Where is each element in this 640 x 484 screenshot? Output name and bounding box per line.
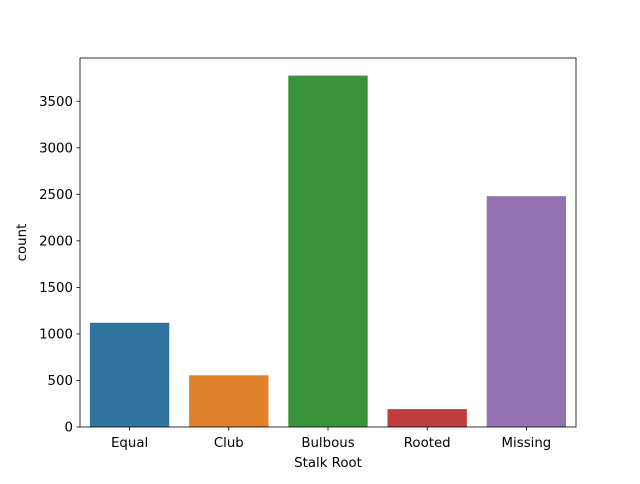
x-tick-label-club: Club (214, 436, 244, 451)
bar-bulbous (288, 75, 368, 427)
x-tick-label-bulbous: Bulbous (301, 436, 354, 451)
x-axis: Equal Club Bulbous Rooted Missing (111, 427, 551, 451)
x-tick-label-rooted: Rooted (404, 436, 451, 451)
bars-group (89, 75, 567, 427)
bar-missing (486, 196, 567, 427)
y-tick-label-500: 500 (48, 374, 73, 389)
y-tick-label-2000: 2000 (39, 234, 73, 249)
x-tick-label-missing: Missing (502, 436, 552, 451)
y-tick-label-1000: 1000 (39, 327, 73, 342)
y-tick-label-3000: 3000 (39, 141, 73, 156)
x-axis-label: Stalk Root (294, 456, 362, 471)
y-tick-label-0: 0 (65, 421, 73, 436)
y-tick-label-2500: 2500 (39, 188, 73, 203)
bar-club (189, 375, 269, 427)
y-tick-label-3500: 3500 (39, 95, 73, 110)
x-tick-label-equal: Equal (111, 436, 148, 451)
bar-rooted (387, 409, 467, 427)
bar-equal (89, 322, 170, 427)
plot-frame (79, 57, 577, 428)
y-axis-label: count (15, 224, 30, 262)
y-tick-label-1500: 1500 (39, 281, 73, 296)
y-axis: 0 500 1000 1500 2000 2500 3000 3500 (39, 95, 80, 436)
